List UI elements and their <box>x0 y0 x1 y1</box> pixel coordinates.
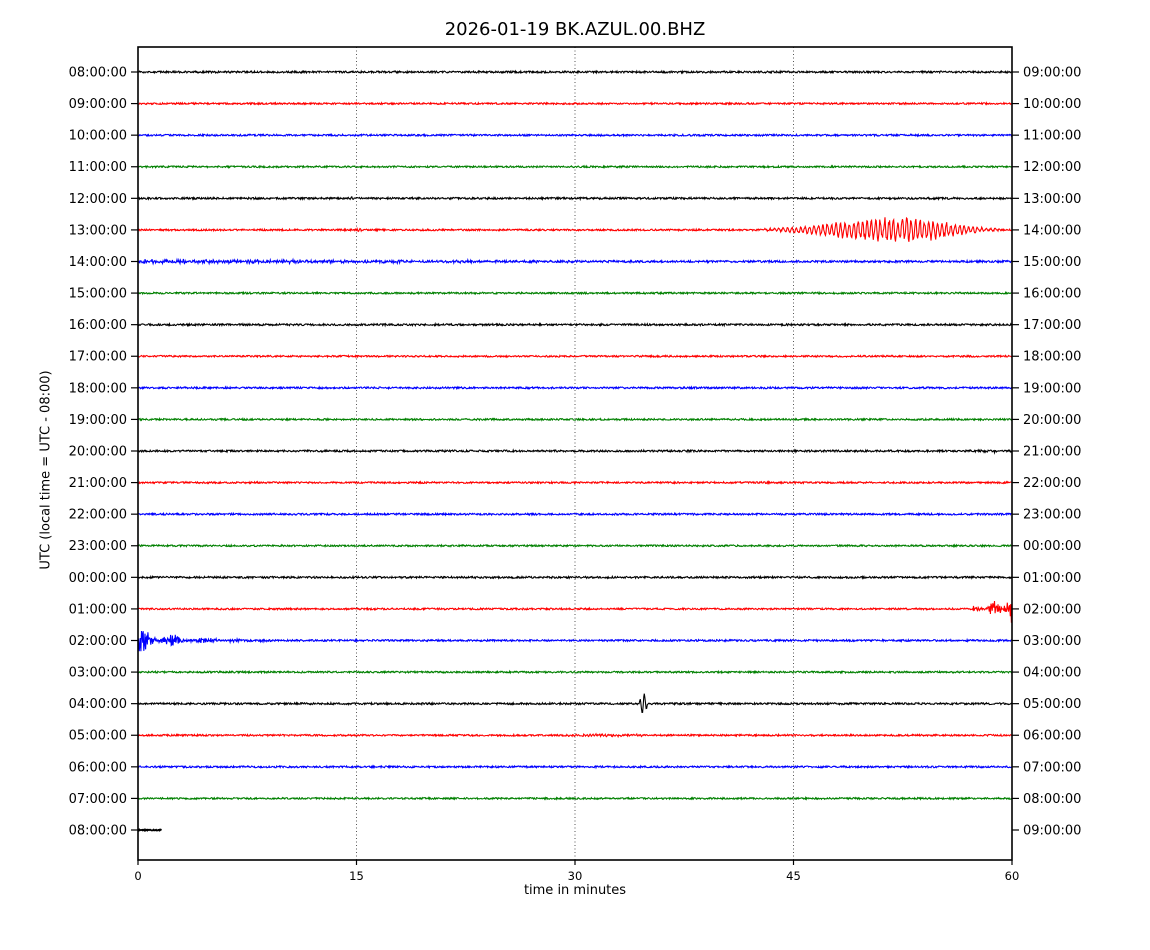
row-label-utc: 22:00:00 <box>69 508 127 523</box>
row-label-local: 17:00:00 <box>1023 318 1081 333</box>
row-label-local: 08:00:00 <box>1023 792 1081 807</box>
row-label-utc: 16:00:00 <box>69 318 127 333</box>
trace-row-070000 <box>138 795 1012 801</box>
row-label-local: 09:00:00 <box>1023 823 1081 838</box>
trace-row-000000 <box>138 574 1012 580</box>
row-label-local: 02:00:00 <box>1023 602 1081 617</box>
y-axis: 08:00:00 09:00:00 09:00:00 10:00:00 10:00:00… <box>69 66 1082 839</box>
row-label-utc: 06:00:00 <box>69 760 127 775</box>
x-tick-label: 15 <box>349 869 364 883</box>
row-label-local: 05:00:00 <box>1023 697 1081 712</box>
row-label-local: 04:00:00 <box>1023 666 1081 681</box>
x-tick-label: 30 <box>568 869 583 883</box>
trace-row-180000 <box>138 385 1012 391</box>
row-label-local: 14:00:00 <box>1023 223 1081 238</box>
chart-title: 2026-01-19 BK.AZUL.00.BHZ <box>444 19 706 40</box>
trace-row-050000 <box>138 732 1012 739</box>
trace-row-210000 <box>138 480 1012 485</box>
row-label-local: 07:00:00 <box>1023 760 1081 775</box>
trace-row-190000 <box>138 416 1012 422</box>
row-label-utc: 14:00:00 <box>69 255 127 270</box>
trace-row-100000 <box>138 132 1012 138</box>
row-label-local: 00:00:00 <box>1023 539 1081 554</box>
trace-row-220000 <box>138 511 1012 517</box>
row-label-local: 15:00:00 <box>1023 255 1081 270</box>
trace-row-010000 <box>138 600 1012 623</box>
row-label-utc: 20:00:00 <box>69 444 127 459</box>
row-label-local: 12:00:00 <box>1023 160 1081 175</box>
x-tick-label: 60 <box>1005 869 1020 883</box>
x-tick-label: 45 <box>786 869 801 883</box>
row-label-utc: 00:00:00 <box>69 571 127 586</box>
row-label-local: 01:00:00 <box>1023 571 1081 586</box>
row-label-local: 20:00:00 <box>1023 413 1081 428</box>
row-label-utc: 23:00:00 <box>69 539 127 554</box>
trace-row-030000 <box>138 669 1012 675</box>
trace-row-140000 <box>138 257 1012 266</box>
x-axis-label: time in minutes <box>523 883 627 898</box>
row-label-utc: 13:00:00 <box>69 223 127 238</box>
trace-row-160000 <box>138 321 1012 328</box>
x-axis: 0 15 30 45 60 <box>134 860 1019 883</box>
row-label-local: 21:00:00 <box>1023 444 1081 459</box>
row-label-utc: 11:00:00 <box>69 160 127 175</box>
row-label-local: 06:00:00 <box>1023 729 1081 744</box>
row-label-local: 18:00:00 <box>1023 350 1081 365</box>
trace-row-080000 <box>138 69 1012 75</box>
row-label-local: 22:00:00 <box>1023 476 1081 491</box>
row-label-utc: 08:00:00 <box>69 823 127 838</box>
trace-row-230000 <box>138 543 1012 549</box>
row-label-utc: 01:00:00 <box>69 602 127 617</box>
row-label-utc: 03:00:00 <box>69 666 127 681</box>
gridlines <box>356 47 794 860</box>
row-label-local: 11:00:00 <box>1023 129 1081 144</box>
row-label-utc: 08:00:00 <box>69 66 127 81</box>
row-label-utc: 09:00:00 <box>69 97 127 112</box>
trace-row-150000 <box>138 290 1012 296</box>
trace-row-170000 <box>138 353 1012 359</box>
trace-row-130000 <box>138 216 1012 242</box>
row-label-utc: 10:00:00 <box>69 129 127 144</box>
row-label-utc: 19:00:00 <box>69 413 127 428</box>
row-label-utc: 02:00:00 <box>69 634 127 649</box>
row-label-utc: 04:00:00 <box>69 697 127 712</box>
row-label-utc: 15:00:00 <box>69 287 127 302</box>
row-label-utc: 07:00:00 <box>69 792 127 807</box>
trace-row-020000 <box>138 630 1012 652</box>
trace-row-110000 <box>138 164 1012 170</box>
trace-row-060000 <box>138 764 1012 770</box>
x-tick-label: 0 <box>134 869 141 883</box>
trace-row-080000 <box>138 827 163 832</box>
trace-row-200000 <box>138 448 1012 455</box>
row-label-local: 13:00:00 <box>1023 192 1081 207</box>
row-label-utc: 17:00:00 <box>69 350 127 365</box>
trace-row-090000 <box>138 101 1012 106</box>
row-label-utc: 21:00:00 <box>69 476 127 491</box>
row-label-local: 03:00:00 <box>1023 634 1081 649</box>
row-label-local: 23:00:00 <box>1023 508 1081 523</box>
row-label-utc: 12:00:00 <box>69 192 127 207</box>
row-label-local: 10:00:00 <box>1023 97 1081 112</box>
row-label-local: 16:00:00 <box>1023 287 1081 302</box>
row-label-local: 09:00:00 <box>1023 66 1081 81</box>
traces <box>138 69 1012 832</box>
trace-row-120000 <box>138 195 1012 202</box>
row-label-local: 19:00:00 <box>1023 381 1081 396</box>
row-label-utc: 05:00:00 <box>69 729 127 744</box>
row-label-utc: 18:00:00 <box>69 381 127 396</box>
trace-row-040000 <box>138 693 1012 713</box>
